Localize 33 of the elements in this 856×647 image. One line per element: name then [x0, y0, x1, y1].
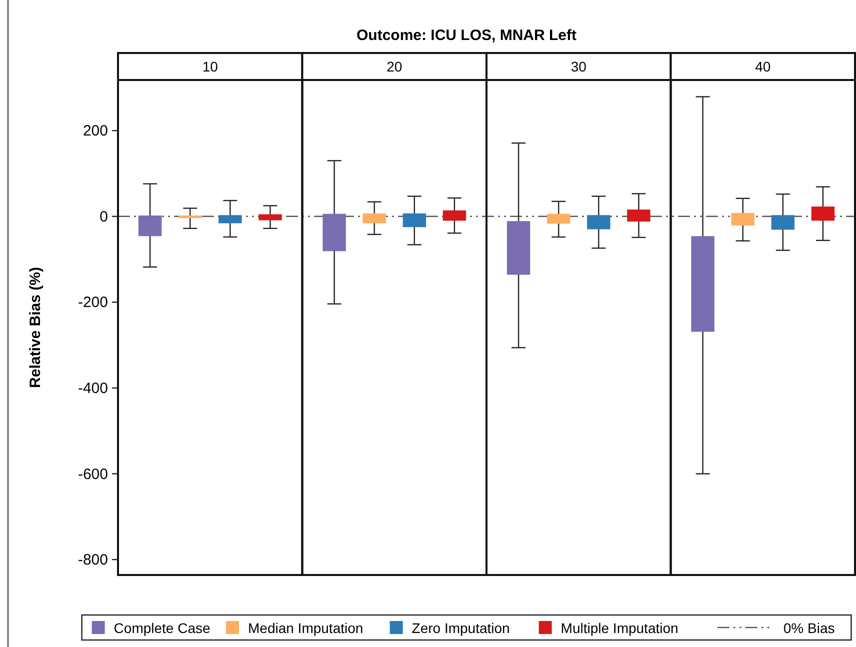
x-tick-label: 10 [202, 58, 218, 74]
bar [362, 213, 386, 224]
legend-label: 0% Bias [783, 620, 835, 636]
bar [258, 214, 282, 220]
bar [218, 215, 242, 224]
bar [546, 214, 570, 224]
y-axis-title: Relative Bias (%) [27, 267, 44, 388]
bar [442, 210, 466, 221]
x-tick-label: 30 [570, 58, 587, 74]
y-tick-label: -400 [78, 380, 108, 397]
y-tick-label: -800 [78, 552, 108, 569]
bar [811, 206, 835, 221]
y-tick-label: 200 [82, 122, 108, 140]
chart-title: Outcome: ICU LOS, MNAR Left [356, 27, 576, 44]
bar [627, 210, 650, 222]
legend-label: Multiple Imputation [560, 620, 678, 636]
bar [402, 213, 426, 228]
bar [322, 214, 346, 252]
y-tick-label: 0 [100, 208, 108, 226]
y-tick-label: -600 [78, 466, 108, 483]
bar [771, 215, 795, 230]
bar [587, 215, 610, 230]
bar [506, 221, 530, 275]
legend-label: Zero Imputation [412, 620, 510, 636]
x-tick-label: 40 [755, 58, 771, 74]
legend-label: Median Imputation [248, 620, 364, 636]
bar [731, 212, 754, 226]
legend-label: Complete Case [114, 620, 211, 636]
y-tick-label: -200 [78, 294, 108, 312]
bar [691, 236, 714, 332]
x-tick-label: 20 [386, 58, 402, 74]
bar [178, 216, 202, 218]
bar [138, 216, 162, 236]
